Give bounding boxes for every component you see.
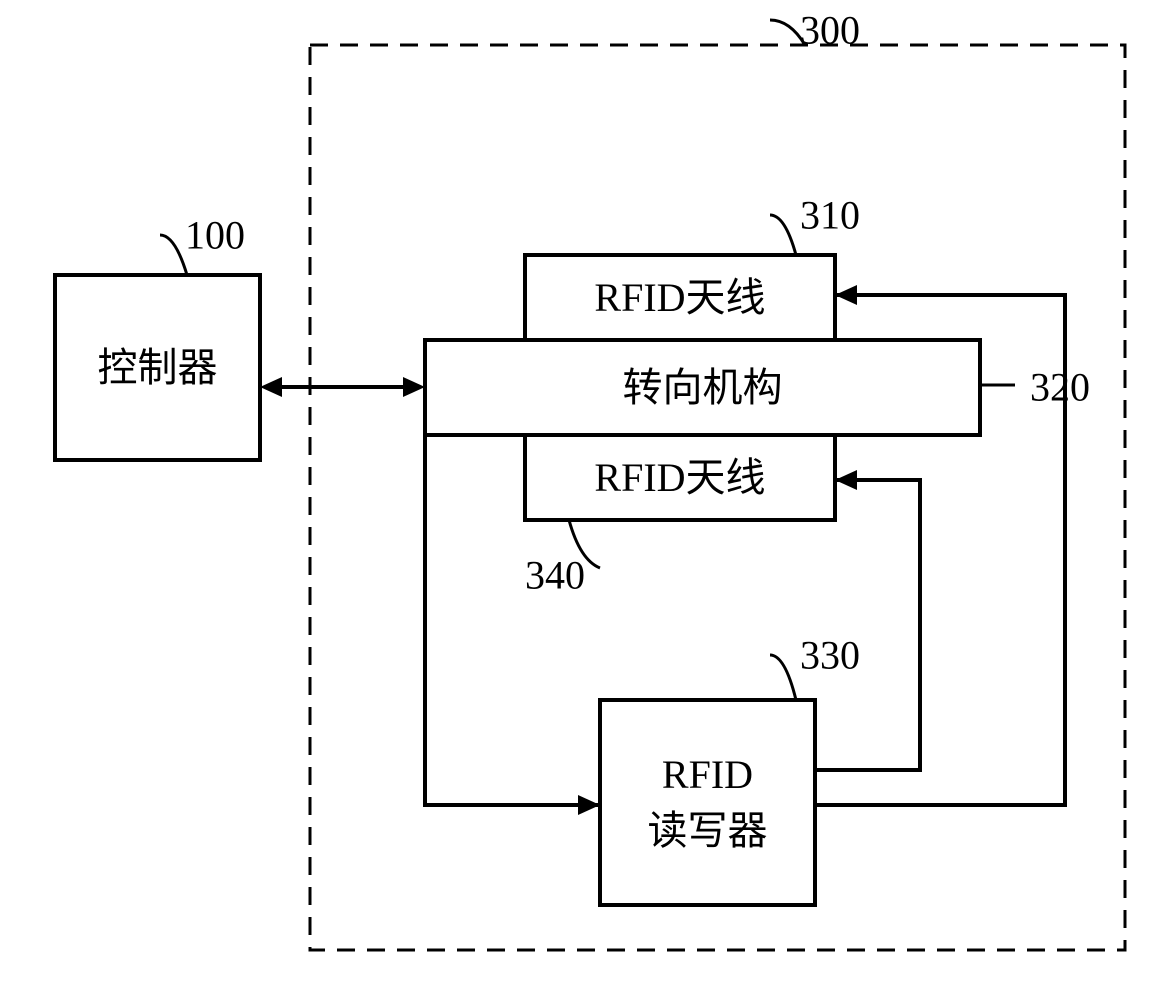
frame-ref-label: 300 — [800, 8, 860, 53]
controller-label: 控制器 — [98, 345, 218, 390]
steering-label: 转向机构 — [623, 365, 783, 410]
antenna_top-ref-label: 310 — [800, 193, 860, 238]
controller-ref-label: 100 — [185, 213, 245, 258]
antenna_bottom-ref-label: 340 — [525, 553, 585, 598]
block-diagram: 300 控制器 100 转向机构 320 RFID天线 310 RFID天线 340 RFID 读写… — [0, 0, 1170, 995]
reader-label-2: 读写器 — [648, 808, 768, 853]
reader-label-1: RFID — [662, 752, 753, 797]
antenna_bottom-label: RFID天线 — [594, 455, 765, 500]
antenna_top-label: RFID天线 — [594, 275, 765, 320]
reader-ref-label: 330 — [800, 633, 860, 678]
steering-ref-label: 320 — [1030, 365, 1090, 410]
